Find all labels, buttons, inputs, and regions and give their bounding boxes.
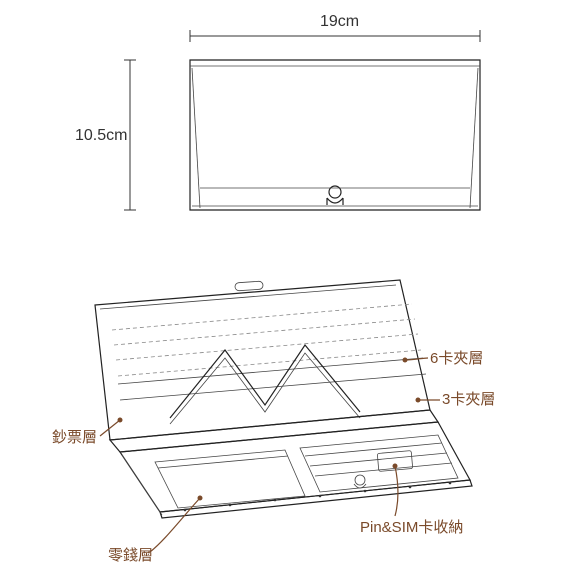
lid-panel xyxy=(95,280,430,440)
open-wallet-group: 6卡夾層 3卡夾層 Pin&SIM卡收納 零錢層 鈔票層 xyxy=(52,280,495,564)
closed-wallet xyxy=(190,60,480,210)
base-panel xyxy=(120,422,472,518)
label-simpin: Pin&SIM卡收納 xyxy=(360,519,463,536)
closed-wallet-group: 19cm 10.5cm xyxy=(75,13,480,210)
hinge xyxy=(110,410,438,452)
dimension-width: 19cm xyxy=(190,13,480,42)
leader-dot xyxy=(393,464,398,469)
dim-height-label: 10.5cm xyxy=(75,127,127,144)
label-cards3: 3卡夾層 xyxy=(442,391,495,408)
label-bill: 鈔票層 xyxy=(52,429,97,446)
dim-width-label: 19cm xyxy=(320,13,359,30)
leader-coin xyxy=(150,498,200,552)
leader-dot xyxy=(198,496,203,501)
leader-dot xyxy=(118,418,123,423)
label-coin: 零錢層 xyxy=(108,546,153,564)
leader-simpin xyxy=(395,466,398,516)
leader-dot xyxy=(416,398,421,403)
leader-dot xyxy=(403,358,408,363)
diagram-canvas: 19cm 10.5cm xyxy=(0,0,583,583)
dimension-height: 10.5cm xyxy=(75,60,136,210)
leader-bill xyxy=(100,420,120,436)
label-cards6: 6卡夾層 xyxy=(430,350,483,367)
clasp-icon xyxy=(327,186,343,205)
